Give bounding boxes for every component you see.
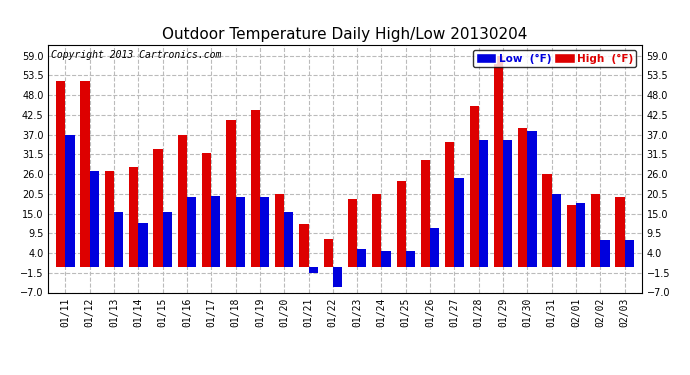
Bar bbox=[114, 212, 124, 267]
Bar bbox=[397, 181, 406, 267]
Bar bbox=[382, 251, 391, 267]
Bar bbox=[600, 240, 609, 267]
Bar bbox=[187, 198, 196, 267]
Bar bbox=[518, 128, 527, 267]
Bar bbox=[357, 249, 366, 267]
Bar bbox=[299, 224, 308, 267]
Bar bbox=[494, 56, 503, 267]
Bar bbox=[81, 81, 90, 267]
Bar bbox=[250, 110, 260, 267]
Bar bbox=[503, 140, 512, 267]
Bar bbox=[308, 267, 318, 273]
Bar bbox=[178, 135, 187, 267]
Bar bbox=[421, 160, 430, 267]
Bar bbox=[105, 171, 114, 267]
Bar bbox=[153, 149, 163, 267]
Bar bbox=[372, 194, 382, 267]
Bar bbox=[163, 212, 172, 267]
Bar bbox=[275, 194, 284, 267]
Bar bbox=[591, 194, 600, 267]
Bar bbox=[348, 199, 357, 267]
Bar bbox=[211, 196, 221, 267]
Bar bbox=[479, 140, 488, 267]
Text: Copyright 2013 Cartronics.com: Copyright 2013 Cartronics.com bbox=[51, 50, 221, 60]
Bar bbox=[66, 135, 75, 267]
Bar bbox=[202, 153, 211, 267]
Bar bbox=[406, 251, 415, 267]
Bar bbox=[445, 142, 455, 267]
Bar bbox=[129, 167, 138, 267]
Bar bbox=[90, 171, 99, 267]
Bar bbox=[260, 198, 269, 267]
Bar bbox=[624, 240, 634, 267]
Bar bbox=[552, 194, 561, 267]
Bar bbox=[576, 203, 585, 267]
Bar bbox=[138, 222, 148, 267]
Bar bbox=[56, 81, 66, 267]
Bar bbox=[542, 174, 552, 267]
Bar bbox=[333, 267, 342, 287]
Bar bbox=[226, 120, 235, 267]
Bar bbox=[615, 198, 624, 267]
Bar bbox=[235, 198, 245, 267]
Bar bbox=[430, 228, 440, 267]
Bar bbox=[324, 239, 333, 267]
Bar bbox=[455, 178, 464, 267]
Legend: Low  (°F), High  (°F): Low (°F), High (°F) bbox=[473, 50, 636, 67]
Bar bbox=[566, 205, 576, 267]
Bar bbox=[527, 131, 537, 267]
Bar bbox=[469, 106, 479, 267]
Title: Outdoor Temperature Daily High/Low 20130204: Outdoor Temperature Daily High/Low 20130… bbox=[162, 27, 528, 42]
Bar bbox=[284, 212, 293, 267]
